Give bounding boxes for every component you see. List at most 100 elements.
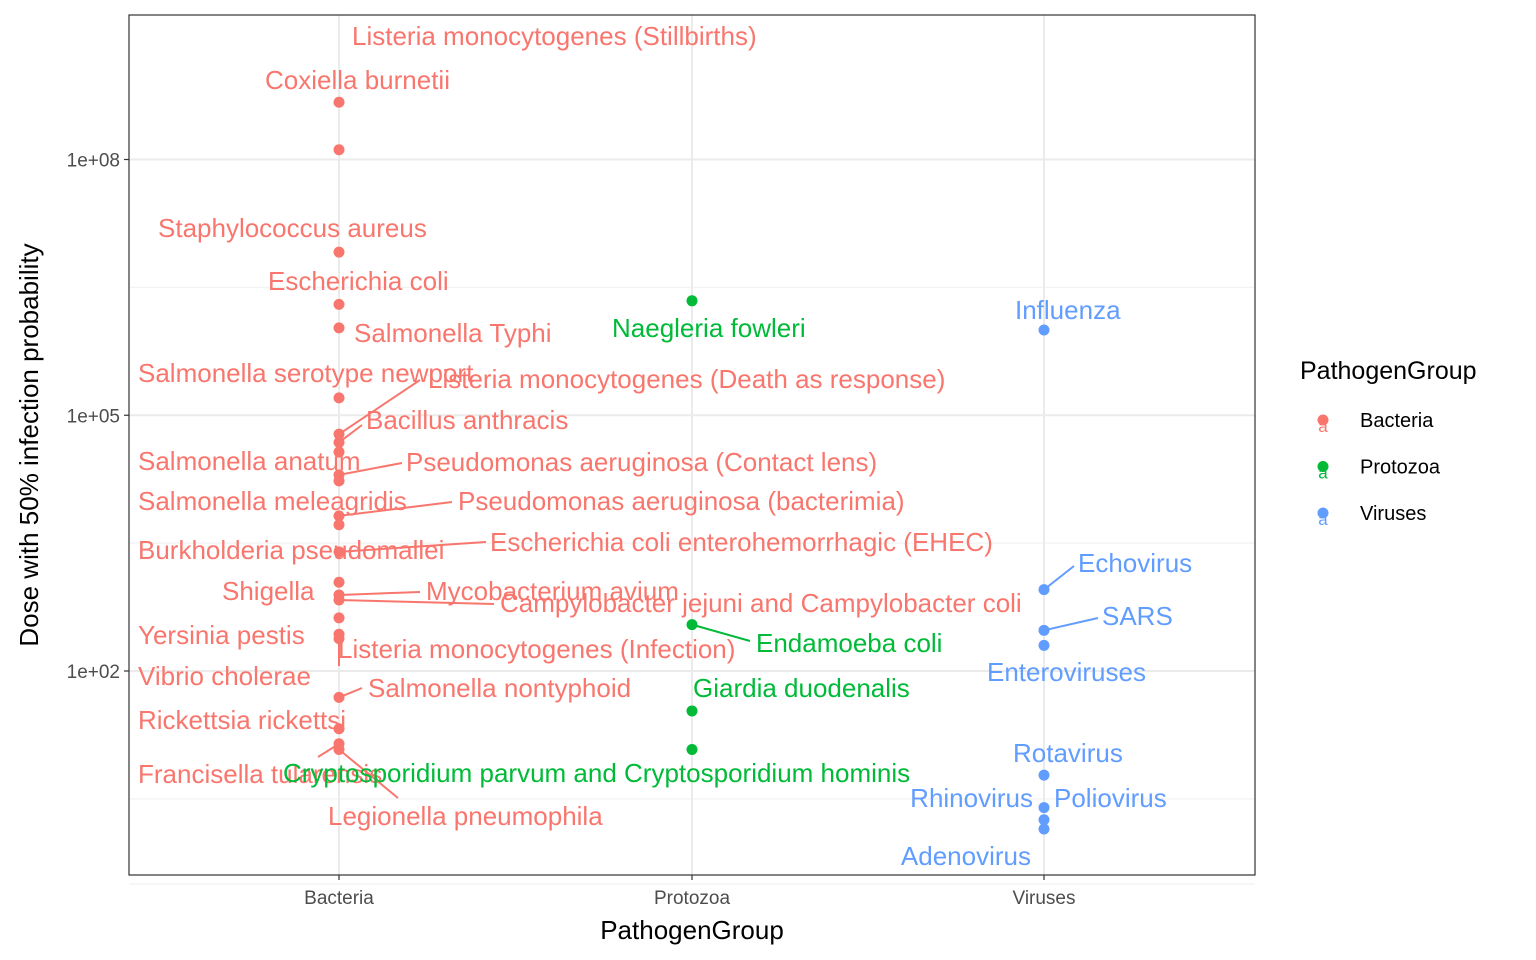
point-influenza <box>1038 324 1050 336</box>
leader-line-mycobacterium-avium <box>338 591 421 596</box>
label-listeria-monocytogenes-infection: Listeria monocytogenes (Infection) <box>338 634 735 664</box>
label-adenovirus: Adenovirus <box>901 841 1031 871</box>
point-sars <box>1038 624 1050 636</box>
point-campylobacter-jejuni-and-campylobacter-coli <box>333 594 345 606</box>
axes: 1e+02 1e+05 1e+08 Bacteria Protozoa Viruses <box>67 151 1076 910</box>
label-escherichia-coli-enterohemorrhagic-ehec: Escherichia coli enterohemorrhagic (EHEC… <box>490 527 993 557</box>
label-yersinia-pestis: Yersinia pestis <box>138 620 305 650</box>
leader-line-legionella-pneumophila <box>338 748 399 799</box>
leader-line-pseudomonas-aeruginosa-bacterimia <box>338 501 453 517</box>
x-tick-label: Viruses <box>1012 888 1075 909</box>
legend-title: PathogenGroup <box>1300 357 1477 385</box>
point-listeria-monocytogenes-death-as-response <box>333 428 345 440</box>
point-salmonella-meleagridis <box>333 475 345 487</box>
point-listeria-monocytogenes-stillbirths <box>333 96 345 108</box>
legend-key-glyph-protozoa: a <box>1318 464 1328 483</box>
x-tick-label: Protozoa <box>654 888 730 909</box>
label-enteroviruses: Enteroviruses <box>987 657 1146 687</box>
point-escherichia-coli <box>333 298 345 310</box>
label-salmonella-serotype-newport: Salmonella serotype newport <box>138 358 474 388</box>
label-escherichia-coli: Escherichia coli <box>268 266 449 296</box>
point-shigella <box>333 576 345 588</box>
x-axis-title: PathogenGroup <box>600 915 784 945</box>
point-vibrio-cholerae <box>333 633 345 645</box>
point-rotavirus <box>1038 769 1050 781</box>
legend-key-point-protozoa <box>1317 461 1329 472</box>
label-endamoeba-coli: Endamoeba coli <box>756 628 942 658</box>
label-shigella: Shigella <box>222 576 315 606</box>
label-coxiella-burnetii: Coxiella burnetii <box>265 65 450 95</box>
label-listeria-monocytogenes-death-as-response: Listeria monocytogenes (Death as respons… <box>428 364 945 394</box>
label-salmonella-typhi: Salmonella Typhi <box>354 318 552 348</box>
y-tick-label: 1e+05 <box>67 406 120 427</box>
point-giardia-duodenalis <box>686 705 698 717</box>
point-staphylococcus-aureus <box>333 246 345 258</box>
label-rotavirus: Rotavirus <box>1013 738 1123 768</box>
label-francisella-tularensis: Francisella tularensis <box>138 759 382 789</box>
point-rhinovirus <box>1038 814 1050 826</box>
point-salmonella-nontyphoid <box>333 691 345 703</box>
label-poliovirus: Poliovirus <box>1054 783 1167 813</box>
point-poliovirus <box>1038 802 1050 814</box>
label-pseudomonas-aeruginosa-contact-lens: Pseudomonas aeruginosa (Contact lens) <box>406 447 877 477</box>
point-salmonella-serotype-newport <box>333 392 345 404</box>
label-campylobacter-jejuni-and-campylobacter-coli: Campylobacter jejuni and Campylobacter c… <box>500 588 1022 618</box>
label-rhinovirus: Rhinovirus <box>910 783 1033 813</box>
label-salmonella-anatum: Salmonella anatum <box>138 446 361 476</box>
label-naegleria-fowleri: Naegleria fowleri <box>612 313 806 343</box>
y-tick-label: 1e+02 <box>67 662 120 683</box>
label-rickettsia-rickettsi: Rickettsia rickettsi <box>138 705 346 735</box>
point-escherichia-coli-enterohemorrhagic-ehec <box>333 546 345 558</box>
point-adenovirus <box>1038 823 1050 835</box>
legend-label-bacteria: Bacteria <box>1360 410 1434 432</box>
label-echovirus: Echovirus <box>1078 548 1192 578</box>
label-cryptosporidium-parvum-and-cryptosporidium-hominis: Cryptosporidium parvum and Cryptosporidi… <box>283 758 910 788</box>
gridlines <box>129 15 1255 885</box>
legend: PathogenGroup a Bacteria a Protozoa a Viruses <box>1300 357 1477 529</box>
label-listeria-monocytogenes-stillbirths: Listeria monocytogenes (Stillbirths) <box>352 21 757 51</box>
legend-key-point-bacteria <box>1317 414 1329 426</box>
point-cryptosporidium-parvum-and-cryptosporidium-hominis <box>686 743 698 755</box>
leader-line-listeria-monocytogenes-death-as-response <box>338 379 421 435</box>
point-endamoeba-coli <box>686 619 698 631</box>
point-naegleria-fowleri <box>686 295 698 307</box>
label-giardia-duodenalis: Giardia duodenalis <box>693 673 910 703</box>
label-bacillus-anthracis: Bacillus anthracis <box>366 405 568 435</box>
label-staphylococcus-aureus: Staphylococcus aureus <box>158 213 427 243</box>
y-axis-title: Dose with 50% infection probability <box>14 243 44 646</box>
label-influenza: Influenza <box>1015 295 1121 325</box>
legend-key-glyph-viruses: a <box>1318 510 1328 529</box>
leader-line-echovirus <box>1043 565 1075 591</box>
point-legionella-pneumophila <box>333 743 345 755</box>
leader-line-endamoeba-coli <box>691 623 751 642</box>
label-salmonella-meleagridis: Salmonella meleagridis <box>138 486 407 516</box>
point-yersinia-pestis <box>333 612 345 624</box>
legend-key-glyph-bacteria: a <box>1318 417 1328 436</box>
legend-label-viruses: Viruses <box>1360 503 1426 525</box>
point-coxiella-burnetii <box>333 144 345 156</box>
point-pseudomonas-aeruginosa-bacterimia <box>333 510 345 522</box>
label-sars: SARS <box>1102 601 1173 631</box>
label-salmonella-nontyphoid: Salmonella nontyphoid <box>368 673 631 703</box>
data-labels: Listeria monocytogenes (Stillbirths) Coxi… <box>138 21 1192 871</box>
leader-line-pseudomonas-aeruginosa-contact-lens <box>338 462 403 476</box>
legend-label-protozoa: Protozoa <box>1360 457 1441 479</box>
y-tick-label: 1e+08 <box>67 151 120 172</box>
label-vibrio-cholerae: Vibrio cholerae <box>138 661 311 691</box>
point-rickettsia-rickettsi <box>333 723 345 735</box>
label-mycobacterium-avium: Mycobacterium avium <box>426 576 679 606</box>
label-legionella-pneumophila: Legionella pneumophila <box>328 801 603 831</box>
point-salmonella-anatum <box>333 446 345 458</box>
point-bacillus-anthracis <box>333 436 345 448</box>
legend-key-point-viruses <box>1317 507 1329 519</box>
label-pseudomonas-aeruginosa-bacterimia: Pseudomonas aeruginosa (bacterimia) <box>458 486 905 516</box>
data-points <box>333 96 1050 835</box>
leader-line-campylobacter-jejuni-and-campylobacter-coli <box>338 599 495 605</box>
point-salmonella-typhi <box>333 322 345 334</box>
point-echovirus <box>1038 584 1050 596</box>
point-enteroviruses <box>1038 639 1050 651</box>
point-burkholderia-pseudomallei <box>333 519 345 531</box>
leader-line-sars <box>1043 617 1099 632</box>
x-tick-label: Bacteria <box>304 888 374 909</box>
